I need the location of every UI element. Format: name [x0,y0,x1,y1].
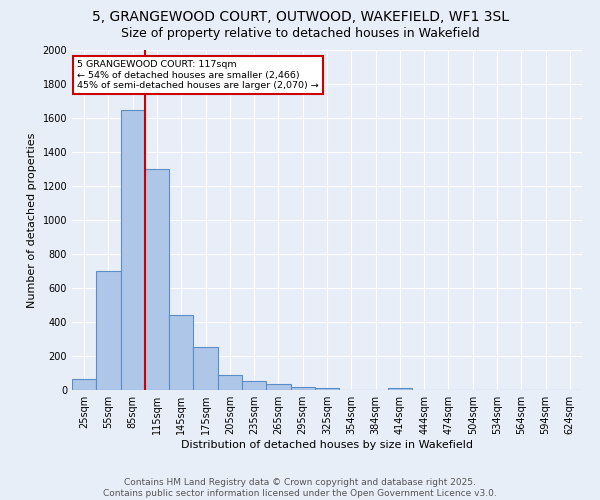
Bar [96,271,121,390]
Bar [193,346,218,390]
Bar [242,380,266,390]
Text: Size of property relative to detached houses in Wakefield: Size of property relative to detached ho… [121,28,479,40]
Bar [169,315,193,390]
Bar [218,374,242,390]
Text: 5, GRANGEWOOD COURT, OUTWOOD, WAKEFIELD, WF1 3SL: 5, GRANGEWOOD COURT, OUTWOOD, WAKEFIELD,… [91,10,509,24]
Text: 5 GRANGEWOOD COURT: 117sqm
← 54% of detached houses are smaller (2,466)
45% of s: 5 GRANGEWOOD COURT: 117sqm ← 54% of deta… [77,60,319,90]
Text: Contains HM Land Registry data © Crown copyright and database right 2025.
Contai: Contains HM Land Registry data © Crown c… [103,478,497,498]
Bar [315,388,339,390]
Bar [145,169,169,390]
Bar [266,384,290,390]
Y-axis label: Number of detached properties: Number of detached properties [27,132,37,308]
Bar [121,110,145,390]
Bar [290,386,315,390]
X-axis label: Distribution of detached houses by size in Wakefield: Distribution of detached houses by size … [181,440,473,450]
Bar [72,379,96,390]
Bar [388,388,412,390]
